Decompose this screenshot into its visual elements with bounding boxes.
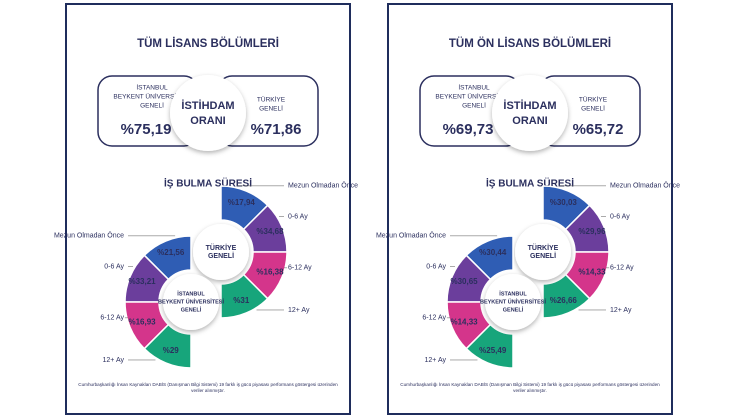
- segment-name: 6-12 Ay: [610, 265, 634, 272]
- employment-center: İSTİHDAM: [503, 99, 556, 112]
- panel-title: TÜM LİSANS BÖLÜMLERİ: [137, 37, 279, 50]
- donut-label: BEYKENT ÜNİVERSİTESİ: [158, 298, 224, 305]
- segment-value: %25,49: [479, 346, 507, 355]
- segment: [465, 323, 514, 369]
- segment-name: Mezun Olmadan Önce: [376, 232, 446, 240]
- donut-label: GENELİ: [208, 252, 234, 260]
- segment-value: %21,56: [157, 248, 185, 257]
- footnote-box: Cumhurbaşkanlığı İnsan Kaynakları DABİS …: [400, 382, 660, 393]
- center-circle: [193, 224, 249, 280]
- employment-label: GENELİ: [462, 101, 486, 110]
- employment-label: TÜRKİYE: [579, 95, 608, 104]
- footnote-box: Cumhurbaşkanlığı İnsan Kaynakları DABİS …: [78, 382, 338, 393]
- segment-value: %30,44: [479, 248, 507, 257]
- employment-label: GENELİ: [259, 104, 283, 113]
- center-circle: [515, 224, 571, 280]
- segment-value: %31: [233, 296, 250, 305]
- employment-center: ORANI: [190, 115, 225, 127]
- segment-name: 6-12 Ay: [100, 315, 124, 322]
- segment-value: %34,68: [256, 227, 284, 236]
- donut-label: İSTANBUL: [177, 290, 205, 297]
- employment-value: %75,19: [121, 121, 172, 138]
- employment-center: ORANI: [512, 115, 547, 127]
- segment-value: %30,65: [450, 277, 478, 286]
- segment-name: 6-12 Ay: [422, 315, 446, 322]
- segment: [542, 273, 591, 319]
- segment-value: %29,96: [578, 227, 606, 236]
- segment-name: Mezun Olmadan Önce: [288, 182, 358, 190]
- segment-name: Mezun Olmadan Önce: [54, 232, 124, 240]
- donut-label: İSTANBUL: [499, 290, 527, 297]
- segment-name: Mezun Olmadan Önce: [610, 182, 680, 190]
- segment-value: %30,03: [550, 198, 578, 207]
- footnote: Cumhurbaşkanlığı İnsan Kaynakları DABİS …: [78, 382, 338, 393]
- segment: [143, 323, 192, 369]
- segment-name: 0-6 Ay: [104, 263, 124, 270]
- donut-label: TÜRKİYE: [206, 243, 237, 252]
- segment-name: 6-12 Ay: [288, 265, 312, 272]
- segment-value: %33,21: [128, 277, 156, 286]
- employment-value: %71,86: [251, 121, 302, 138]
- employment-label: İSTANBUL: [136, 83, 168, 92]
- donut-label: GENELİ: [503, 306, 524, 313]
- segment-name: 0-6 Ay: [610, 213, 630, 220]
- segment-value: %29: [163, 346, 180, 355]
- employment-circle: [170, 75, 246, 151]
- segment-value: %16,38: [256, 267, 284, 276]
- panel-title: TÜM ÖN LİSANS BÖLÜMLERİ: [449, 37, 611, 50]
- employment-label: BEYKENT ÜNİVERSİTESİ: [113, 92, 190, 101]
- segment-value: %17,94: [228, 198, 256, 207]
- donut-label: TÜRKİYE: [528, 243, 559, 252]
- employment-value: %65,72: [573, 121, 624, 138]
- employment-label: GENELİ: [140, 101, 164, 110]
- segment: [220, 273, 269, 319]
- center-circle: [163, 274, 219, 330]
- segment-name: 12+ Ay: [425, 357, 447, 364]
- employment-circle: [492, 75, 568, 151]
- segment-value: %14,33: [450, 317, 478, 326]
- segment-name: 0-6 Ay: [426, 263, 446, 270]
- employment-label: GENELİ: [581, 104, 605, 113]
- donut-label: GENELİ: [181, 306, 202, 313]
- employment-label: TÜRKİYE: [257, 95, 286, 104]
- employment-label: İSTANBUL: [458, 83, 490, 92]
- segment-value: %26,66: [550, 296, 578, 305]
- center-circle: [485, 274, 541, 330]
- segment-name: 12+ Ay: [610, 307, 632, 314]
- donut-label: BEYKENT ÜNİVERSİTESİ: [480, 298, 546, 305]
- donut-label: GENELİ: [530, 252, 556, 260]
- footnote: Cumhurbaşkanlığı İnsan Kaynakları DABİS …: [400, 382, 660, 393]
- segment-value: %14,33: [578, 267, 606, 276]
- segment-name: 12+ Ay: [288, 307, 310, 314]
- segment-name: 12+ Ay: [103, 357, 125, 364]
- panel: [65, 3, 351, 415]
- segment-name: 0-6 Ay: [288, 213, 308, 220]
- panel: [387, 3, 673, 415]
- employment-label: BEYKENT ÜNİVERSİTESİ: [435, 92, 512, 101]
- employment-center: İSTİHDAM: [181, 99, 234, 112]
- employment-value: %69,73: [443, 121, 494, 138]
- segment-value: %16,93: [128, 317, 156, 326]
